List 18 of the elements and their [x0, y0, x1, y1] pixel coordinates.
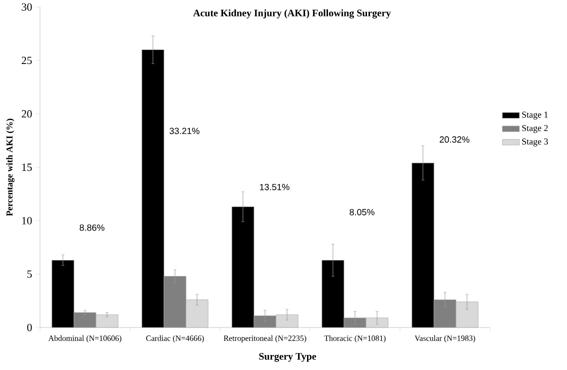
- y-tick-label: 15: [22, 164, 32, 171]
- legend-label: Stage 2: [522, 125, 548, 133]
- y-tick-label: 30: [22, 3, 32, 11]
- annotation: 33.21%: [170, 128, 200, 134]
- annotation: 8.86%: [80, 224, 104, 231]
- y-tick-label: 5: [27, 270, 32, 278]
- y-tick-label: 20: [22, 110, 32, 118]
- annotation: 20.32%: [440, 136, 470, 143]
- legend-label: Stage 1: [522, 112, 548, 120]
- chart-title: Acute Kidney Injury (AKI) Following Surgery: [193, 9, 391, 18]
- y-tick-label: 10: [22, 216, 32, 224]
- x-axis-title: Surgery Type: [259, 353, 316, 362]
- y-tick-label: 0: [27, 324, 32, 332]
- y-axis-title: Percentage with AKI (%): [6, 118, 14, 216]
- annotation: 8.05%: [350, 208, 374, 216]
- legend-label: Stage 3: [522, 138, 548, 146]
- annotation: 13.51%: [260, 184, 290, 190]
- y-tick-label: 25: [22, 56, 32, 64]
